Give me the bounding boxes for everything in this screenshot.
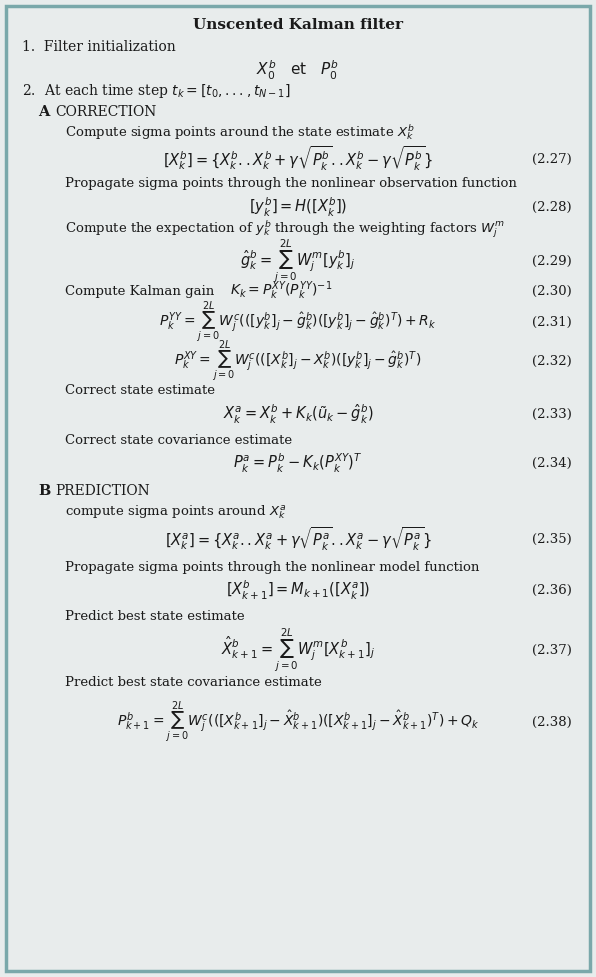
Text: (2.32): (2.32) (532, 355, 572, 367)
Text: $[X_{k+1}^b] = M_{k+1}([X_k^a])$: $[X_{k+1}^b] = M_{k+1}([X_k^a])$ (226, 578, 370, 602)
Text: $[X_k^a] = \{X_k^a..X_k^a + \gamma\sqrt{P_k^a}..X_k^a - \gamma\sqrt{P_k^a}\}$: $[X_k^a] = \{X_k^a..X_k^a + \gamma\sqrt{… (164, 526, 432, 553)
Text: (2.36): (2.36) (532, 583, 572, 597)
Text: $P_k^a = P_k^b - K_k(P_k^{XY})^T$: $P_k^a = P_k^b - K_k(P_k^{XY})^T$ (233, 451, 363, 475)
Text: Correct state covariance estimate: Correct state covariance estimate (65, 434, 292, 446)
Text: (2.33): (2.33) (532, 407, 572, 420)
Text: $X_0^b \quad \mathrm{et} \quad P_0^b$: $X_0^b \quad \mathrm{et} \quad P_0^b$ (256, 59, 340, 82)
Text: B: B (38, 484, 50, 498)
Text: (2.27): (2.27) (532, 152, 572, 165)
Text: Predict best state estimate: Predict best state estimate (65, 611, 244, 623)
FancyBboxPatch shape (6, 6, 590, 971)
Text: (2.31): (2.31) (532, 316, 572, 328)
Text: $P_k^{XY} = \sum_{j=0}^{2L} W_j^c(([X_k^b]_j - X_k^b)([y_k^b]_j - \hat{g}_k^b)^T: $P_k^{XY} = \sum_{j=0}^{2L} W_j^c(([X_k^… (174, 338, 422, 384)
Text: Propagate sigma points through the nonlinear model function: Propagate sigma points through the nonli… (65, 561, 479, 573)
Text: Compute the expectation of $y_k^b$ through the weighting factors $W_j^m$: Compute the expectation of $y_k^b$ throu… (65, 218, 505, 239)
Text: (2.34): (2.34) (532, 456, 572, 470)
Text: (2.38): (2.38) (532, 715, 572, 729)
Text: $X_k^a = X_k^b + K_k(\tilde{u}_k - \hat{g}_k^b)$: $X_k^a = X_k^b + K_k(\tilde{u}_k - \hat{… (223, 403, 373, 426)
Text: (2.35): (2.35) (532, 532, 572, 545)
Text: 2.  At each time step $t_k = [t_0,...,t_{N-1}]$: 2. At each time step $t_k = [t_0,...,t_{… (22, 82, 291, 100)
Text: $P_{k+1}^b = \sum_{j=0}^{2L} W_j^c(([X_{k+1}^b]_j - \hat{X}_{k+1}^b)([X_{k+1}^b]: $P_{k+1}^b = \sum_{j=0}^{2L} W_j^c(([X_{… (117, 700, 479, 744)
Text: Predict best state covariance estimate: Predict best state covariance estimate (65, 676, 322, 690)
Text: $[y_k^b] = H([X_k^b])$: $[y_k^b] = H([X_k^b])$ (249, 195, 347, 219)
Text: A: A (38, 105, 49, 119)
Text: (2.37): (2.37) (532, 644, 572, 657)
Text: CORRECTION: CORRECTION (55, 105, 156, 119)
Text: $\hat{g}_k^b = \sum_{j=0}^{2L} W_j^m [y_k^b]_j$: $\hat{g}_k^b = \sum_{j=0}^{2L} W_j^m [y_… (240, 237, 356, 284)
Text: Correct state estimate: Correct state estimate (65, 384, 215, 397)
Text: $[X_k^b] = \{X_k^b..X_k^b + \gamma\sqrt{P_k^b}..X_k^b - \gamma\sqrt{P_k^b}\}$: $[X_k^b] = \{X_k^b..X_k^b + \gamma\sqrt{… (163, 145, 433, 173)
Text: (2.30): (2.30) (532, 284, 572, 298)
Text: Unscented Kalman filter: Unscented Kalman filter (193, 18, 403, 32)
Text: (2.28): (2.28) (532, 200, 572, 214)
Text: $K_k = P_k^{XY}(P_k^{YY})^{-1}$: $K_k = P_k^{XY}(P_k^{YY})^{-1}$ (230, 279, 333, 302)
Text: PREDICTION: PREDICTION (55, 484, 150, 498)
Text: 1.  Filter initialization: 1. Filter initialization (22, 40, 176, 54)
Text: compute sigma points around $X_k^a$: compute sigma points around $X_k^a$ (65, 503, 286, 521)
Text: Compute Kalman gain: Compute Kalman gain (65, 284, 214, 298)
Text: $\hat{X}_{k+1}^b = \sum_{j=0}^{2L} W_j^m [X_{k+1}^b]_j$: $\hat{X}_{k+1}^b = \sum_{j=0}^{2L} W_j^m… (221, 626, 375, 673)
Text: Propagate sigma points through the nonlinear observation function: Propagate sigma points through the nonli… (65, 178, 517, 191)
Text: (2.29): (2.29) (532, 254, 572, 268)
Text: Compute sigma points around the state estimate $X_k^b$: Compute sigma points around the state es… (65, 122, 415, 142)
Text: $P_k^{YY} = \sum_{j=0}^{2L} W_j^c(([y_k^b]_j - \hat{g}_k^b)([y_k^b]_j - \hat{g}_: $P_k^{YY} = \sum_{j=0}^{2L} W_j^c(([y_k^… (159, 299, 437, 345)
